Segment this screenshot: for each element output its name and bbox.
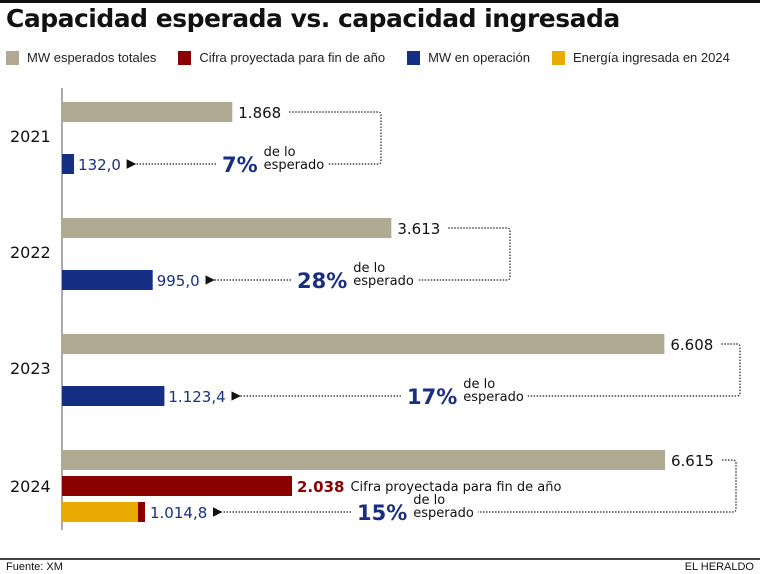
bar-expected (62, 102, 233, 122)
legend-item: MW esperados totales (6, 50, 156, 65)
bar-label-expected: 6.608 (670, 336, 713, 354)
connector-line (527, 343, 741, 397)
percent-caption-2: esperado (264, 158, 325, 173)
legend-label: Energía ingresada en 2024 (572, 50, 730, 65)
legend-label: MW en operación (428, 50, 530, 65)
legend-item: Cifra proyectada para fin de año (178, 50, 385, 65)
bar-operation (62, 386, 165, 406)
percent-value: 17% (407, 385, 457, 409)
legend-swatch (178, 50, 192, 65)
year-label: 2024 (10, 477, 51, 496)
percent-caption-1: de lo (264, 145, 296, 160)
bar-operation (62, 154, 75, 174)
legend: MW esperados totales Cifra proyectada pa… (6, 50, 730, 65)
bar-operation (62, 270, 153, 290)
legend-swatch (6, 50, 19, 65)
bar-expected (62, 450, 665, 470)
connector-line (289, 111, 382, 165)
percent-caption-2: esperado (463, 390, 524, 405)
bar-energy-2024 (62, 502, 138, 522)
chart-title: Capacidad esperada vs. capacidad ingresa… (6, 4, 620, 33)
legend-item: MW en operación (407, 50, 530, 65)
bar-energy-tip (138, 502, 145, 522)
bar-label-expected: 6.615 (671, 452, 714, 470)
percent-caption-1: de lo (353, 261, 385, 276)
bar-label-operation: 1.123,4 (168, 388, 225, 406)
footer-rule (0, 558, 760, 560)
percent-value: 15% (357, 501, 407, 525)
connector-line (477, 459, 737, 513)
bar-label-operation: 132,0 (78, 156, 121, 174)
percent-caption-1: de lo (413, 493, 445, 508)
bar-label-operation: 995,0 (157, 272, 200, 290)
percent-value: 7% (222, 153, 258, 177)
top-rule (0, 0, 760, 3)
bar-label-expected: 3.613 (397, 220, 440, 238)
percent-caption-2: esperado (413, 506, 474, 521)
bar-expected (62, 218, 392, 238)
projected-annotation: Cifra proyectada para fin de año (350, 480, 561, 495)
source-note: Fuente: XM (6, 561, 63, 573)
percent-value: 28% (297, 269, 347, 293)
percent-caption-1: de lo (463, 377, 495, 392)
percent-caption-2: esperado (353, 274, 414, 289)
bar-expected (62, 334, 665, 354)
legend-swatch (407, 50, 421, 65)
legend-label: MW esperados totales (27, 50, 157, 65)
legend-swatch (551, 50, 565, 65)
year-label: 2021 (10, 127, 51, 146)
bar-label-expected: 1.868 (238, 104, 281, 122)
year-label: 2023 (10, 359, 51, 378)
bar-projected (62, 476, 292, 496)
legend-label: Cifra proyectada para fin de año (199, 50, 386, 65)
bar-label-energy: 1.014,8 (150, 504, 207, 522)
brand-label: EL HERALDO (684, 561, 754, 573)
bar-label-projected: 2.038 (297, 478, 344, 496)
legend-item: Energía ingresada en 2024 (551, 50, 730, 65)
year-label: 2022 (10, 243, 51, 262)
